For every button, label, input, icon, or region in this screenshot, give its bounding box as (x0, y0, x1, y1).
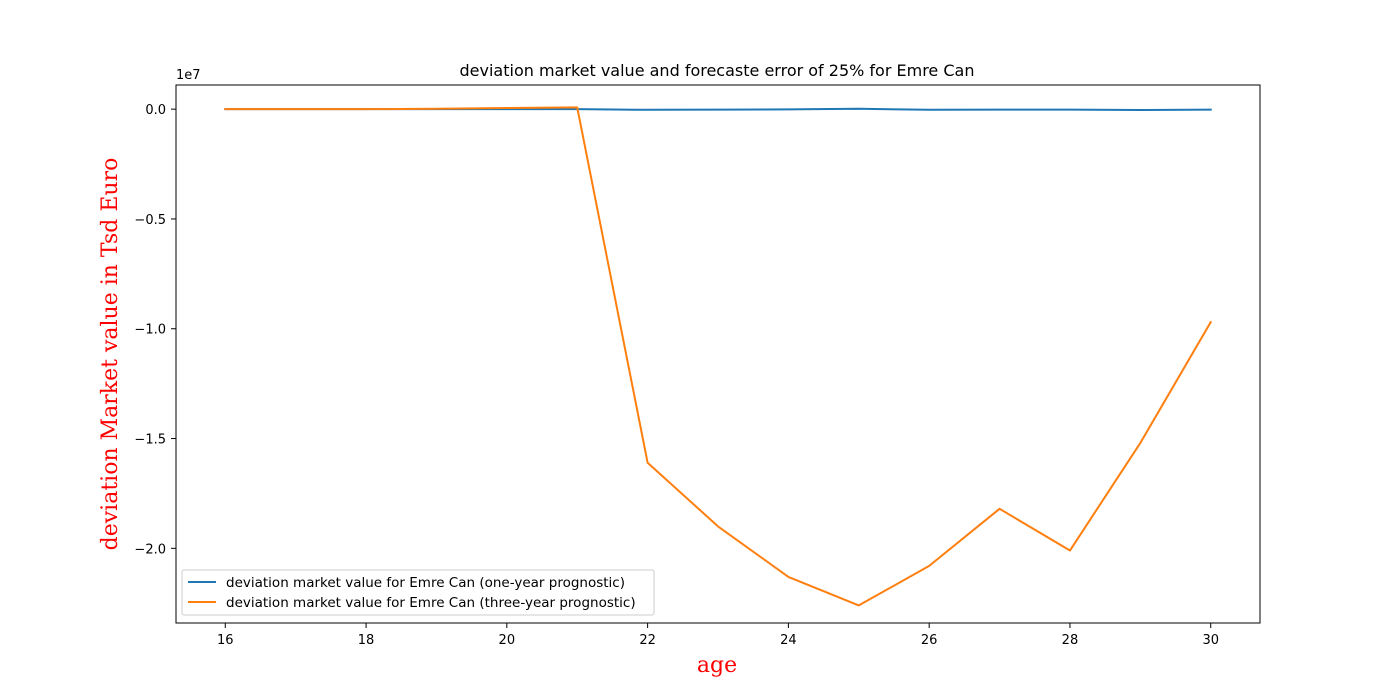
y-tick-label: −0.5 (134, 213, 166, 228)
x-tick-label: 26 (921, 633, 938, 648)
x-tick-label: 28 (1062, 633, 1079, 648)
legend: deviation market value for Emre Can (one… (181, 569, 655, 616)
y-tick-label: −1.5 (134, 433, 166, 448)
y-tick-label: 0.0 (145, 103, 166, 118)
y-axis-offset-label: 1e7 (176, 68, 201, 83)
plot-area-frame (175, 84, 1261, 624)
x-tick-label: 22 (639, 633, 656, 648)
y-axis-ticks: 0.0 −0.5 −1.0 −1.5 −2.0 (134, 103, 176, 557)
x-tick-label: 24 (780, 633, 797, 648)
y-tick-label: −2.0 (134, 542, 166, 557)
series-layer (224, 106, 1213, 607)
x-tick-label: 30 (1202, 633, 1219, 648)
series-line-three-year (224, 106, 1213, 607)
x-tick-label: 18 (358, 633, 375, 648)
legend-box (181, 569, 655, 616)
chart-title: deviation market value and forecaste err… (460, 61, 975, 80)
y-axis-label: deviation Market value in Tsd Euro (98, 158, 123, 551)
x-axis-ticks: 16 18 20 22 24 26 28 30 (217, 623, 1219, 648)
legend-label-three-year: deviation market value for Emre Can (thr… (226, 595, 636, 611)
x-tick-label: 20 (499, 633, 516, 648)
x-tick-label: 16 (217, 633, 234, 648)
x-axis-label: age (697, 653, 737, 678)
y-tick-label: −1.0 (134, 323, 166, 338)
legend-label-one-year: deviation market value for Emre Can (one… (226, 575, 625, 591)
